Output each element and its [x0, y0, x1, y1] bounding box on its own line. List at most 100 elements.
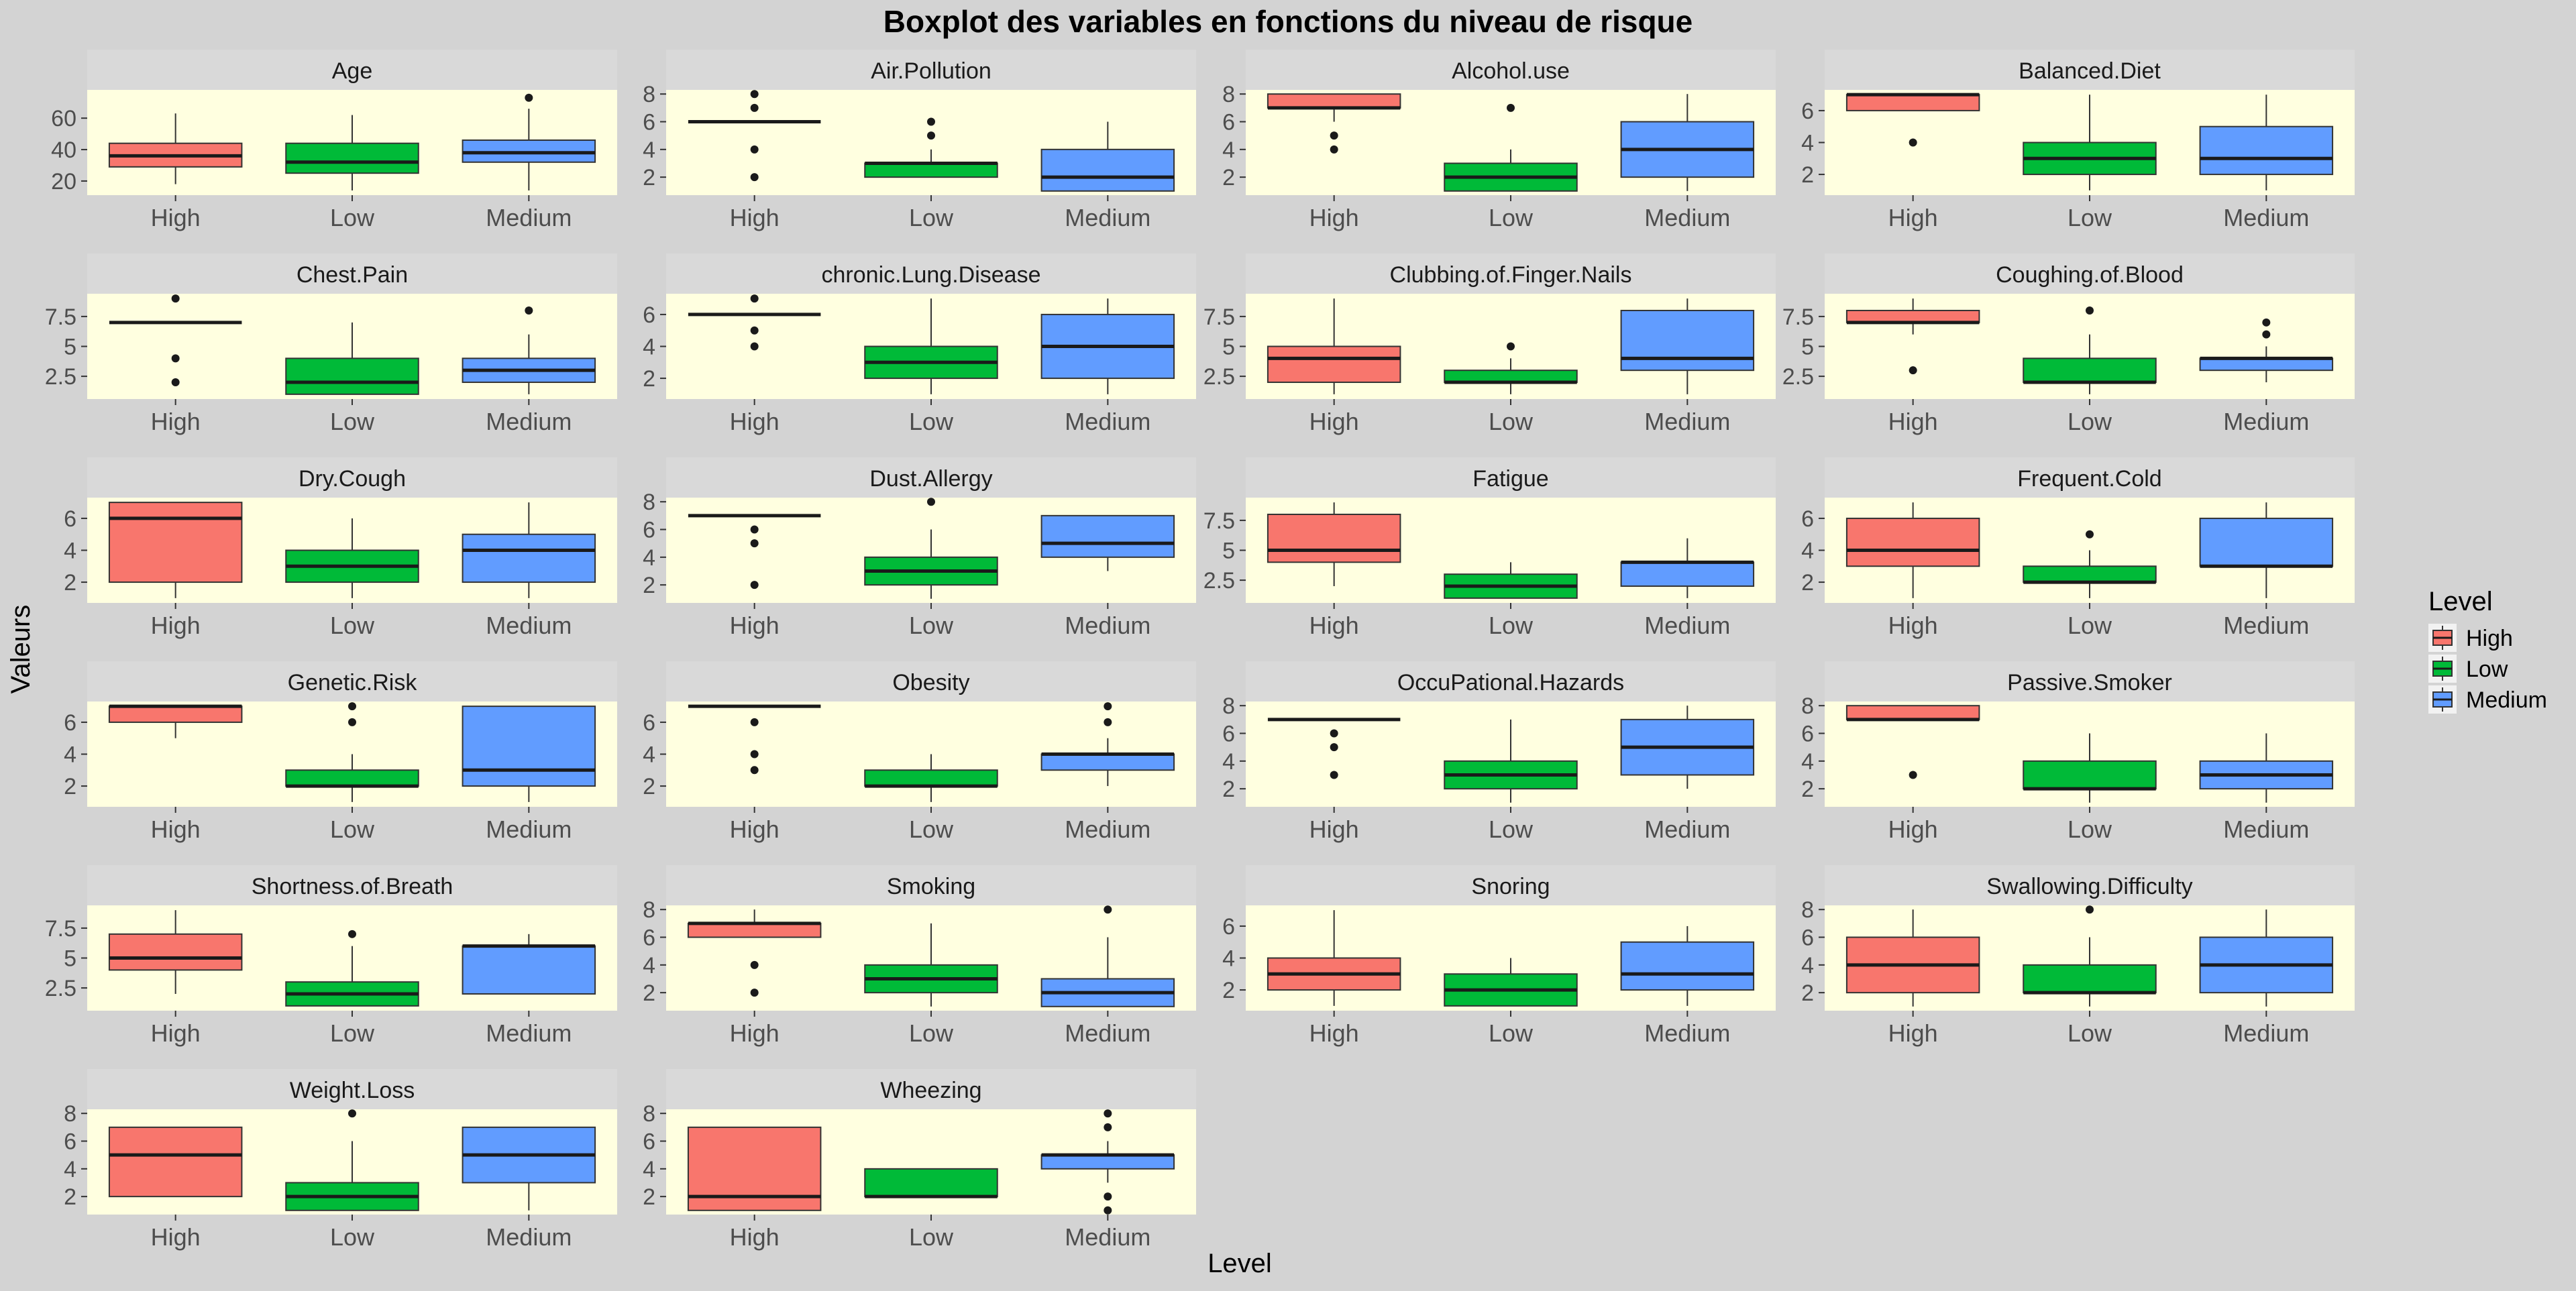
x-tick-label: Medium [486, 204, 572, 231]
box-body [2023, 964, 2157, 994]
y-tick-label: 2 [643, 573, 655, 598]
outlier-point [750, 145, 759, 154]
outlier-point [171, 378, 180, 387]
outlier-point [750, 718, 759, 726]
x-tick-label: Medium [486, 1223, 572, 1251]
x-tick-label: Low [909, 816, 954, 843]
box-medium [462, 306, 596, 394]
x-tick-label: Medium [1644, 1019, 1730, 1047]
box-body [462, 945, 596, 995]
box-medium [2199, 733, 2334, 803]
box-body [285, 142, 419, 174]
outlier-point [348, 702, 356, 711]
y-tick-label: 4 [643, 742, 655, 768]
x-tick-label: High [1888, 1019, 1938, 1047]
box-body [108, 933, 243, 971]
x-tick-label: Low [909, 612, 954, 639]
box-body [2199, 517, 2334, 567]
box-low [285, 518, 419, 598]
panel-strip [87, 50, 617, 90]
x-tick-label: High [1888, 408, 1938, 435]
panel-dry-cough: Dry.Cough 2 4 6 High Low Medium [64, 457, 617, 639]
outlier-point [750, 342, 759, 351]
y-tick-label: 5 [1222, 539, 1235, 564]
x-tick-label: Low [2068, 204, 2112, 231]
outlier-point [1909, 366, 1917, 375]
box-high [1845, 93, 1980, 147]
x-tick-label: Low [1489, 612, 1534, 639]
y-tick-label: 6 [64, 506, 76, 532]
panel-snoring: Snoring 2 4 6 High Low Medium [1222, 865, 1776, 1047]
x-tick-label: High [151, 1019, 201, 1047]
y-tick-label: 5 [64, 946, 76, 972]
y-tick-label: 2 [1801, 162, 1814, 188]
box-low [285, 115, 419, 190]
outlier-point [750, 294, 759, 303]
box-body [864, 162, 998, 178]
legend-item-high: High [2428, 624, 2513, 652]
y-tick-label: 5 [1222, 335, 1235, 360]
panel-title: Weight.Loss [290, 1078, 415, 1103]
y-tick-label: 2 [643, 165, 655, 190]
outlier-point [927, 117, 935, 126]
box-low [1444, 719, 1578, 803]
outlier-point [927, 498, 935, 506]
panel-obesity: Obesity 2 4 6 High Low Medium [643, 661, 1196, 843]
outlier-point [1104, 905, 1112, 914]
outlier-point [750, 989, 759, 997]
x-tick-label: High [730, 204, 780, 231]
outlier-point [1104, 1192, 1112, 1201]
box-body [2199, 125, 2334, 176]
x-tick-label: High [1309, 408, 1359, 435]
y-tick-label: 6 [1801, 722, 1814, 747]
box-body [1040, 148, 1175, 192]
box-high [1267, 502, 1401, 587]
outlier-point [750, 525, 759, 534]
box-medium [1040, 702, 1175, 787]
box-body [285, 769, 419, 787]
panel-frequent-cold: Frequent.Cold 2 4 6 High Low Medium [1801, 457, 2355, 639]
panel-fatigue: Fatigue 2.5 5 7.5 High Low Medium [1203, 457, 1776, 639]
box-high [108, 1126, 243, 1198]
box-high [109, 294, 242, 387]
x-tick-label: Medium [1065, 1223, 1150, 1251]
box-body [285, 357, 419, 395]
x-tick-label: High [730, 1019, 780, 1047]
panel-strip [666, 50, 1196, 90]
x-tick-label: High [151, 204, 201, 231]
x-tick-label: Medium [1065, 612, 1150, 639]
box-medium [462, 706, 596, 802]
legend-item-low: Low [2428, 655, 2508, 683]
panel-strip [87, 865, 617, 905]
y-tick-label: 8 [643, 490, 655, 515]
x-tick-label: Low [330, 1019, 375, 1047]
panel-title: Wheezing [880, 1078, 981, 1103]
y-tick-label: 7.5 [1203, 508, 1235, 534]
box-medium [2199, 95, 2334, 190]
y-tick-label: 4 [643, 137, 655, 163]
y-tick-label: 8 [643, 1101, 655, 1127]
y-tick-label: 4 [1222, 749, 1235, 775]
y-tick-label: 4 [1801, 539, 1814, 564]
box-low [2023, 733, 2157, 803]
y-tick-label: 4 [1222, 137, 1235, 163]
outlier-point [171, 294, 180, 303]
panel-dust-allergy: Dust.Allergy 246 8 High Low Medium [643, 457, 1196, 639]
y-tick-label: 6 [643, 925, 655, 951]
x-tick-label: Medium [2223, 1019, 2309, 1047]
box-body [108, 1126, 243, 1198]
box-body [2023, 760, 2157, 790]
box-medium [1040, 514, 1175, 571]
x-tick-label: Low [1489, 204, 1534, 231]
panel-title: Obesity [892, 670, 969, 695]
x-tick-label: Medium [1065, 1019, 1150, 1047]
panel-alcohol-use: Alcohol.use 246 8 High Low Medium [1222, 50, 1776, 231]
panel-strip [1246, 50, 1776, 90]
panel-strip [666, 254, 1196, 294]
outlier-point [750, 173, 759, 182]
box-medium [462, 934, 596, 995]
panel-title: Clubbing.of.Finger.Nails [1390, 262, 1632, 288]
x-tick-label: Medium [2223, 408, 2309, 435]
